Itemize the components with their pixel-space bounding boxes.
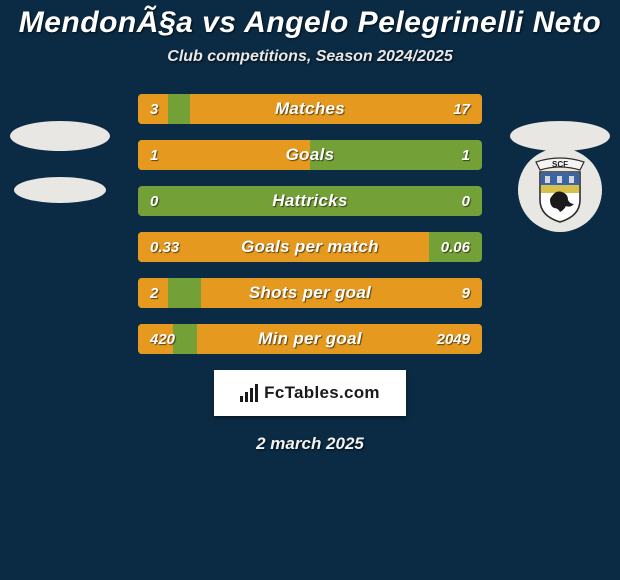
stat-label: Shots per goal	[138, 278, 482, 308]
bar-chart-icon	[240, 384, 258, 402]
stat-row: 317Matches	[138, 94, 482, 124]
stat-label: Hattricks	[138, 186, 482, 216]
brand-badge: FcTables.com	[214, 370, 406, 416]
comparison-card: MendonÃ§a vs Angelo Pelegrinelli Neto Cl…	[0, 0, 620, 580]
stat-row: 4202049Min per goal	[138, 324, 482, 354]
club-crest-right-2: SCF	[508, 148, 612, 232]
shield-icon: SCF	[530, 156, 590, 224]
club-badge-scf-icon: SCF	[518, 148, 602, 232]
stat-bars: 317Matches 11Goals 00Hattricks 0.330.06Goal…	[138, 94, 482, 354]
date-label: 2 march 2025	[0, 434, 620, 454]
stat-label: Goals per match	[138, 232, 482, 262]
stat-row: 0.330.06Goals per match	[138, 232, 482, 262]
stat-row: 11Goals	[138, 140, 482, 170]
brand-text: FcTables.com	[264, 383, 380, 403]
page-title: MendonÃ§a vs Angelo Pelegrinelli Neto	[0, 0, 620, 40]
crest-placeholder-icon	[14, 177, 106, 203]
badge-label: SCF	[552, 160, 568, 169]
club-crest-left-2	[8, 148, 112, 232]
stat-label: Goals	[138, 140, 482, 170]
crest-placeholder-icon	[10, 121, 110, 151]
stat-label: Matches	[138, 94, 482, 124]
subtitle: Club competitions, Season 2024/2025	[0, 48, 620, 66]
stat-row: 00Hattricks	[138, 186, 482, 216]
crest-placeholder-icon	[510, 121, 610, 151]
stats-area: SCF 317Matches 11Goals 00Hattricks 0.330.06…	[0, 94, 620, 354]
stat-row: 29Shots per goal	[138, 278, 482, 308]
stat-label: Min per goal	[138, 324, 482, 354]
